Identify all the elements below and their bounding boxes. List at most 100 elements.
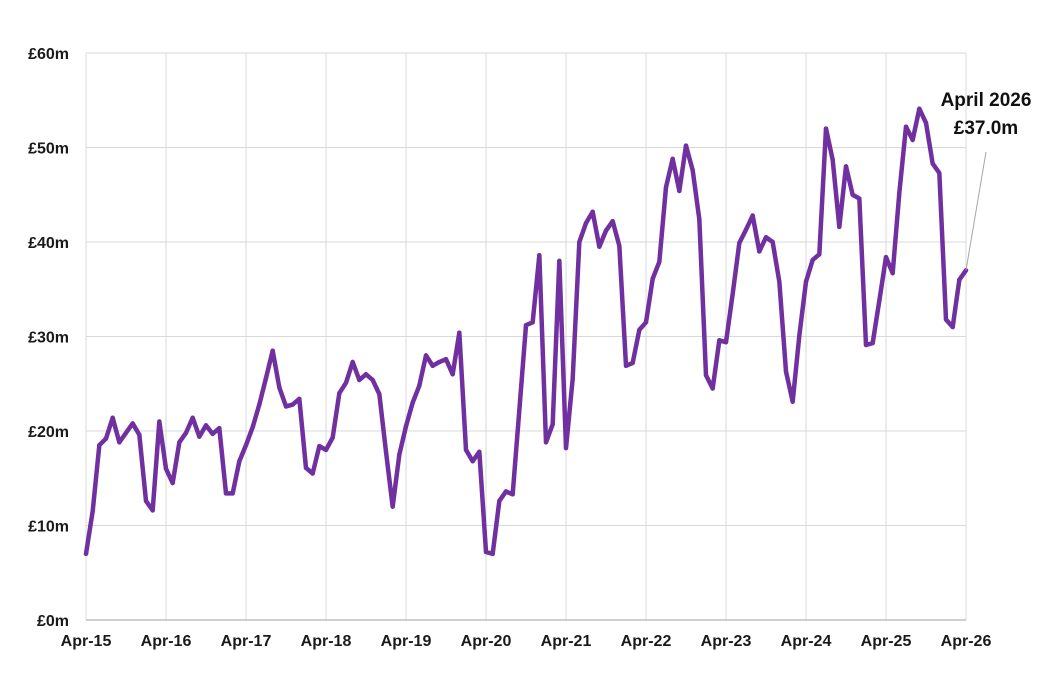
data-point — [430, 363, 435, 368]
data-point — [143, 498, 149, 504]
y-tick-label: £40m — [28, 235, 69, 252]
x-tick-label: Apr-21 — [541, 633, 592, 650]
x-tick-label: Apr-23 — [701, 633, 752, 650]
data-point — [777, 279, 782, 284]
data-point — [490, 551, 495, 557]
data-point — [917, 106, 922, 111]
data-point — [577, 239, 582, 245]
data-point — [677, 188, 682, 194]
x-axis-tick-labels: Apr-15 Apr-16 Apr-17 Apr-18 Apr-19 Apr-20 Apr-… — [61, 633, 992, 650]
y-tick-label: £0m — [37, 613, 69, 630]
data-point — [163, 466, 169, 471]
data-point — [503, 489, 509, 494]
data-point — [803, 279, 809, 284]
x-tick-label: Apr-17 — [221, 633, 272, 650]
data-point — [657, 259, 662, 265]
data-point — [897, 190, 902, 196]
data-point — [837, 224, 842, 230]
x-tick-label: Apr-20 — [461, 633, 512, 650]
data-point — [883, 254, 889, 260]
data-point — [597, 244, 602, 249]
data-point — [557, 258, 562, 264]
data-point — [930, 161, 935, 166]
gridlines — [85, 52, 967, 620]
data-point — [157, 419, 162, 424]
data-point — [843, 164, 849, 169]
x-tick-label: Apr-16 — [141, 633, 192, 650]
data-point — [583, 220, 589, 226]
data-point — [457, 330, 462, 335]
data-point — [257, 402, 262, 407]
data-point — [890, 270, 895, 276]
data-point — [197, 434, 202, 439]
data-point — [810, 257, 815, 263]
data-point — [403, 424, 409, 429]
data-point — [750, 213, 755, 218]
data-point — [210, 431, 215, 437]
data-point — [690, 167, 695, 173]
data-point — [263, 375, 269, 381]
data-point — [337, 391, 342, 396]
data-point — [870, 340, 875, 346]
data-point — [230, 491, 235, 496]
data-point — [590, 209, 595, 214]
x-tick-label: Apr-15 — [61, 633, 112, 650]
data-point — [563, 445, 569, 451]
data-point — [730, 291, 735, 297]
x-tick-label: Apr-26 — [941, 633, 992, 650]
annotation-value: £37.0m — [954, 118, 1018, 139]
data-point — [943, 317, 949, 322]
data-point — [350, 359, 355, 365]
data-point — [710, 386, 715, 391]
data-point — [717, 338, 722, 343]
data-point — [83, 551, 89, 557]
annotation-date: April 2026 — [941, 90, 1032, 111]
data-point — [877, 298, 882, 303]
y-tick-label: £30m — [28, 330, 69, 347]
data-point — [797, 333, 802, 338]
x-tick-label: Apr-24 — [781, 633, 832, 650]
data-point — [783, 369, 789, 374]
data-point — [397, 452, 402, 457]
data-point — [603, 228, 609, 233]
data-points — [83, 106, 969, 557]
data-point — [770, 239, 775, 245]
data-point — [543, 440, 549, 445]
data-point — [237, 459, 242, 464]
data-point — [130, 421, 135, 426]
data-point — [537, 253, 542, 258]
data-point — [310, 471, 315, 476]
data-point — [903, 124, 909, 129]
data-point — [857, 196, 862, 201]
data-point — [343, 380, 349, 386]
data-point — [670, 156, 675, 162]
data-point — [103, 436, 109, 441]
data-point — [830, 157, 835, 162]
data-point — [950, 324, 955, 330]
data-point — [630, 360, 635, 366]
data-point — [183, 430, 189, 436]
data-point — [290, 402, 295, 407]
annotation-leader-line — [965, 151, 987, 271]
data-point — [90, 509, 95, 514]
data-point — [217, 425, 222, 431]
data-point — [170, 480, 175, 486]
data-point — [637, 327, 642, 333]
data-point — [410, 400, 415, 405]
data-point — [863, 342, 869, 348]
data-point — [550, 422, 555, 427]
data-point — [510, 492, 515, 497]
data-point — [423, 353, 429, 358]
data-point — [150, 508, 155, 513]
data-point — [383, 449, 389, 454]
data-point — [937, 170, 942, 176]
data-point — [697, 217, 702, 222]
data-point — [270, 348, 275, 353]
data-point — [277, 385, 282, 390]
data-point — [650, 276, 655, 282]
data-point — [683, 143, 689, 148]
data-point — [517, 408, 522, 413]
data-point — [223, 491, 229, 496]
data-point — [910, 137, 915, 143]
